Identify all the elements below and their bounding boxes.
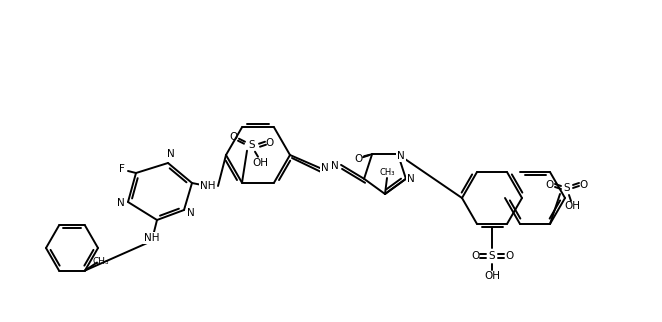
Text: O: O <box>471 251 479 261</box>
Text: O: O <box>354 154 362 164</box>
Text: F: F <box>119 164 125 174</box>
Text: NH: NH <box>144 233 160 243</box>
Text: N: N <box>117 197 125 207</box>
Text: O: O <box>505 251 513 261</box>
Text: OH: OH <box>484 271 500 281</box>
Text: N: N <box>331 161 339 171</box>
Text: CH₃: CH₃ <box>93 257 109 266</box>
Text: O: O <box>546 180 554 190</box>
Text: CH₃: CH₃ <box>379 167 395 176</box>
Text: N: N <box>321 163 329 173</box>
Text: O: O <box>230 132 238 142</box>
Text: NH: NH <box>200 181 216 191</box>
Text: S: S <box>563 183 570 193</box>
Text: N: N <box>187 207 195 217</box>
Text: O: O <box>580 180 588 190</box>
Text: OH: OH <box>564 201 580 211</box>
Text: N: N <box>167 149 175 159</box>
Text: OH: OH <box>252 158 268 168</box>
Text: S: S <box>249 140 256 150</box>
Text: N: N <box>407 174 415 184</box>
Text: N: N <box>397 151 404 161</box>
Text: S: S <box>489 251 495 261</box>
Text: O: O <box>266 138 274 148</box>
